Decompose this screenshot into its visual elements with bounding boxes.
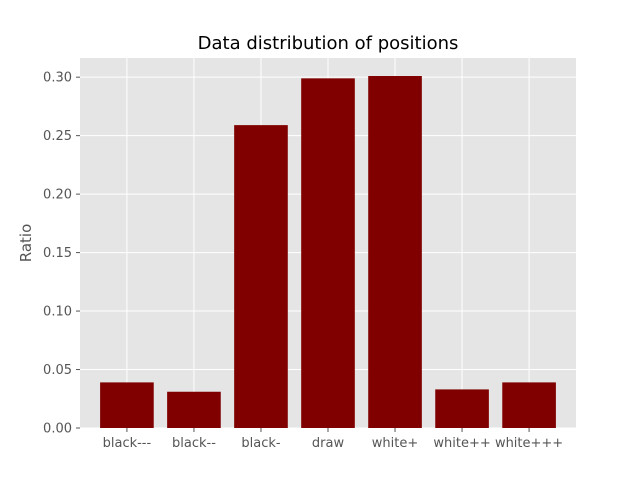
y-axis-label: Ratio (17, 224, 35, 263)
bar-draw (301, 78, 355, 429)
y-tick-label: 0.10 (43, 305, 72, 320)
x-tick-label: white+++ (495, 436, 563, 451)
bar-white+++ (502, 382, 556, 428)
x-axis-ticks: black--- black-- black-draw white+ white++ wh… (103, 428, 563, 451)
bar-black- (234, 125, 288, 428)
x-tick-label: white+ (372, 436, 418, 451)
bar-white++ (435, 389, 489, 428)
bar-white+ (368, 76, 422, 428)
y-tick-label: 0.15 (43, 246, 72, 261)
y-tick-label: 0.25 (43, 129, 72, 144)
y-tick-label: 0.20 (43, 188, 72, 203)
chart-title: Data distribution of positions (198, 33, 459, 54)
y-tick-label: 0.05 (43, 363, 72, 378)
x-tick-label: black--- (103, 436, 152, 451)
bars (100, 76, 556, 429)
y-axis-ticks: 0.00 0.05 0.10 0.15 0.20 0.25 0.30 (43, 71, 80, 437)
bar-black--- (100, 382, 154, 428)
y-tick-label: 0.00 (43, 422, 72, 437)
x-tick-label: draw (312, 436, 345, 451)
x-tick-label: white++ (433, 436, 490, 451)
y-tick-label: 0.30 (43, 71, 72, 86)
x-tick-label: black- (241, 436, 281, 451)
bar-black-- (167, 391, 221, 428)
x-tick-label: black-- (172, 436, 216, 451)
